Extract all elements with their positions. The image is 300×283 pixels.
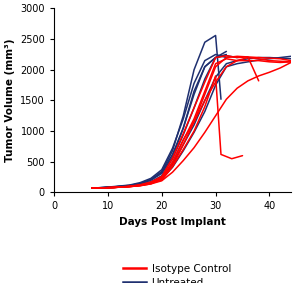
Y-axis label: Tumor Volume (mm³): Tumor Volume (mm³) xyxy=(5,39,15,162)
X-axis label: Days Post Implant: Days Post Implant xyxy=(119,217,226,227)
Legend: Isotype Control, Untreated: Isotype Control, Untreated xyxy=(124,264,231,283)
